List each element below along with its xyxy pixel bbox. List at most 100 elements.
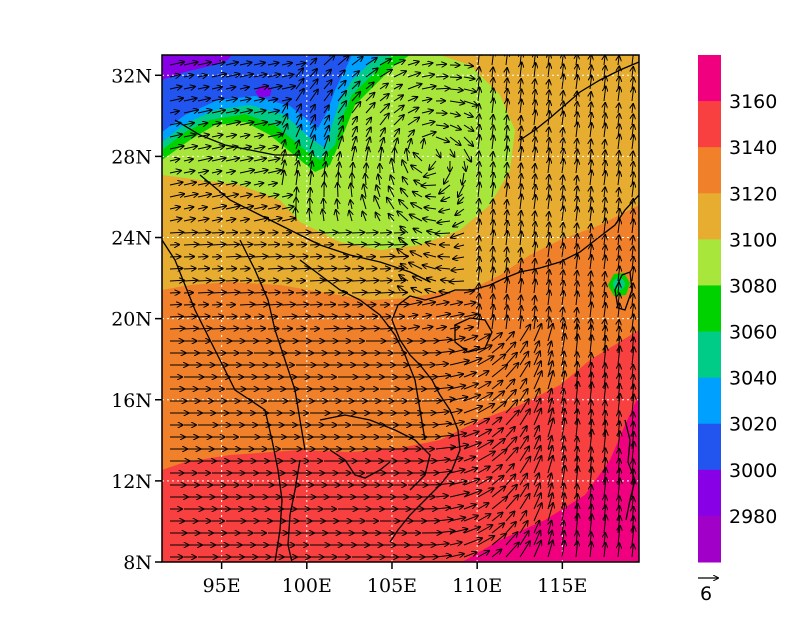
wind-vector [366, 244, 379, 245]
vector-reference-label: 6 [700, 583, 712, 605]
wind-vector [380, 256, 394, 257]
wind-vector [198, 328, 211, 329]
wind-vector [282, 281, 292, 282]
wind-vector [324, 257, 335, 258]
colorbar-swatch-3 [698, 193, 721, 240]
wind-vector [352, 280, 365, 281]
wind-vector [296, 188, 297, 198]
wind-vector [254, 292, 266, 293]
wind-vector [380, 317, 391, 318]
wind-vector [170, 304, 181, 305]
wind-vector [170, 280, 184, 281]
wind-vector [184, 244, 198, 245]
wind-vector [366, 232, 378, 233]
wind-vector [240, 292, 253, 293]
wind-vector [184, 257, 194, 258]
lat-tick-label: 24N [111, 228, 152, 250]
wind-vector [212, 269, 223, 270]
wind-vector [324, 328, 338, 329]
wind-vector [240, 256, 254, 257]
wind-vector [295, 208, 296, 221]
wind-vector [324, 280, 338, 281]
wind-vector [184, 316, 196, 317]
wind-vector [296, 293, 307, 294]
wind-vector [296, 304, 308, 305]
wind-vector [282, 304, 295, 305]
wind-vector [198, 292, 212, 293]
wind-vector [254, 304, 268, 305]
colorbar-label: 3020 [729, 414, 777, 436]
wind-vector [324, 316, 337, 317]
wind-vector [394, 328, 406, 329]
wind-vector [254, 317, 264, 318]
wind-vector [170, 293, 180, 294]
wind-vector [240, 304, 254, 305]
wind-vector [226, 317, 237, 318]
wind-vector [338, 268, 350, 269]
wind-vector [394, 244, 406, 245]
wind-vector [366, 269, 377, 270]
wind-vector [170, 232, 183, 233]
wind-vector [310, 280, 324, 281]
wind-vector [212, 328, 225, 329]
wind-vector [184, 232, 197, 233]
wind-vector [170, 257, 181, 258]
wind-vector [338, 173, 339, 185]
wind-vector [296, 232, 310, 233]
wind-vector [352, 305, 362, 306]
wind-vector [268, 244, 279, 245]
wind-vector [450, 77, 461, 78]
wind-vector [324, 232, 337, 233]
wind-vector [240, 244, 252, 245]
wind-vector [394, 292, 407, 293]
wind-vector [352, 268, 363, 269]
lon-tick-label: 95E [203, 575, 241, 597]
vector-reference: 6 [698, 578, 718, 605]
wind-vector [394, 233, 405, 234]
wind-vector [254, 281, 265, 282]
lat-tick-label: 20N [111, 309, 152, 331]
wind-vector [296, 268, 309, 269]
wind-vector [426, 196, 436, 197]
lat-tick-label: 12N [111, 471, 152, 493]
wind-vector [212, 244, 225, 245]
wind-vector [282, 245, 293, 246]
wind-vector [338, 257, 348, 258]
wind-vector [198, 232, 210, 233]
wind-vector [226, 232, 237, 233]
wind-vector [310, 316, 323, 317]
wind-vector [310, 304, 322, 305]
wind-vector [310, 256, 321, 257]
colorbar-swatch-4 [698, 239, 721, 286]
wind-vector [366, 316, 377, 317]
wind-vector [366, 292, 380, 293]
wind-vector [268, 256, 281, 257]
colorbar-label: 3120 [729, 183, 777, 205]
wind-vector [338, 280, 351, 281]
wind-vector [184, 328, 198, 329]
wind-vector [366, 280, 378, 281]
wind-vector [323, 199, 324, 209]
colorbar-label: 3000 [729, 460, 777, 482]
wind-vector [338, 316, 350, 317]
lat-tick-label: 8N [123, 552, 152, 574]
wind-vector [198, 305, 208, 306]
wind-vector [282, 316, 296, 317]
wind-vector [337, 183, 338, 197]
wind-vector [380, 328, 392, 329]
wind-vector [198, 244, 212, 245]
colorbar-swatch-0 [698, 55, 721, 102]
wind-vector [394, 280, 405, 281]
wind-vector [198, 280, 211, 281]
wind-vector [394, 317, 404, 318]
wind-vector [394, 148, 395, 161]
colorbar-swatch-5 [698, 285, 721, 332]
colorbar-swatch-8 [698, 424, 721, 471]
height-field-fill [162, 55, 639, 562]
wind-vector [212, 280, 224, 281]
lon-tick-label: 110E [452, 575, 502, 597]
colorbar-swatch-9 [698, 470, 721, 517]
wind-vector [212, 232, 224, 233]
wind-vector [184, 268, 196, 269]
